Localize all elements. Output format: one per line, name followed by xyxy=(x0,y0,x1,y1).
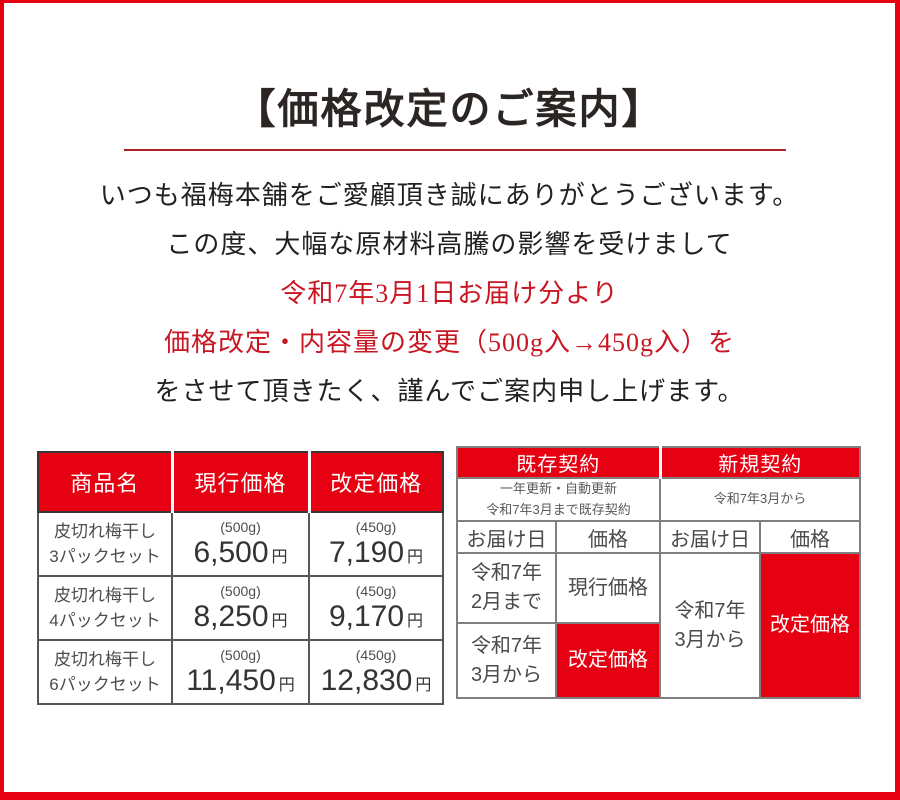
page-title: 【価格改定のご案内】 xyxy=(234,86,665,132)
revised-price-cell: (450g) 9,170 円 xyxy=(308,575,444,641)
existing-delivery-column-header: お届け日 xyxy=(456,520,557,554)
revised-amount: 9,170 xyxy=(328,599,405,633)
revised-weight: (450g) xyxy=(355,519,397,536)
existing-delivery-until-feb: 令和7年 2月まで xyxy=(456,552,557,624)
new-delivery-from-march: 令和7年 3月から xyxy=(659,552,761,699)
revised-weight: (450g) xyxy=(355,647,397,664)
existing-revised-price-cell: 改定価格 xyxy=(555,622,661,699)
product-name-cell: 皮切れ梅干し 6パックセット xyxy=(37,639,173,705)
new-contract-subheader: 令和7年3月から xyxy=(659,477,861,522)
revised-amount: 12,830 xyxy=(320,663,413,697)
existing-contract-subheader: 一年更新・自動更新 令和7年3月まで既存契約 xyxy=(456,477,661,522)
table-row: 皮切れ梅干し 4パックセット (500g) 8,250 円 (450g) 9,17… xyxy=(37,575,444,641)
product-name-cell: 皮切れ梅干し 4パックセット xyxy=(37,575,173,641)
new-revised-price-cell: 改定価格 xyxy=(759,552,861,699)
revision-detail-line: 価格改定・内容量の変更（500g入→450g入）を xyxy=(163,328,735,357)
current-amount: 11,450 xyxy=(186,663,276,697)
table-row: 皮切れ梅干し 3パックセット (500g) 6,500 円 (450g) 7,19… xyxy=(37,511,444,577)
new-delivery-column-header: お届け日 xyxy=(659,520,761,554)
yen-unit: 円 xyxy=(271,548,288,566)
current-weight: (500g) xyxy=(220,519,261,536)
header-revised-price: 改定価格 xyxy=(307,451,444,513)
yen-unit: 円 xyxy=(278,676,295,694)
current-weight: (500g) xyxy=(220,647,261,664)
price-table-header-row: 商品名 現行価格 改定価格 xyxy=(37,451,444,513)
current-amount: 6,500 xyxy=(193,535,269,569)
new-contract-header: 新規契約 xyxy=(658,446,861,479)
contract-header-row: 既存契約 新規契約 xyxy=(456,446,861,479)
closing-line: をさせて頂きたく、謹んでご案内申し上げます。 xyxy=(154,377,745,406)
contract-schedule-table: 既存契約 新規契約 一年更新・自動更新 令和7年3月まで既存契約 令和7年3月か… xyxy=(456,446,861,699)
greeting-line: いつも福梅本舗をご愛顧頂き誠にありがとうございます。 xyxy=(99,181,800,210)
contract-subheader-row: 一年更新・自動更新 令和7年3月まで既存契約 令和7年3月から xyxy=(456,477,861,522)
revised-price-cell: (450g) 12,830 円 xyxy=(308,639,444,705)
title-underline xyxy=(124,149,786,151)
product-name-cell: 皮切れ梅干し 3パックセット xyxy=(37,511,173,577)
existing-current-price-cell: 現行価格 xyxy=(555,552,661,624)
revised-amount: 7,190 xyxy=(328,535,405,569)
table-row: 令和7年 2月まで 現行価格 令和7年 3月から 改定価格 xyxy=(456,552,861,699)
revised-price-cell: (450g) 7,190 円 xyxy=(308,511,444,577)
current-price-cell: (500g) 8,250 円 xyxy=(171,575,310,641)
product-price-table: 商品名 現行価格 改定価格 皮切れ梅干し 3パックセット (500g) 6,50… xyxy=(37,451,444,705)
yen-unit: 円 xyxy=(415,676,432,694)
new-price-column-header: 価格 xyxy=(759,520,861,554)
header-product-name: 商品名 xyxy=(37,451,173,513)
effective-date-line: 令和7年3月1日お届け分より xyxy=(280,279,619,308)
yen-unit: 円 xyxy=(271,612,288,630)
current-weight: (500g) xyxy=(220,583,261,600)
existing-delivery-from-march: 令和7年 3月から xyxy=(456,622,557,699)
yen-unit: 円 xyxy=(407,548,424,566)
announcement-text: いつも福梅本舗をご愛顧頂き誠にありがとうございます。 この度、大幅な原材料高騰の… xyxy=(4,171,895,416)
existing-contract-header: 既存契約 xyxy=(456,446,661,479)
yen-unit: 円 xyxy=(407,612,424,630)
current-amount: 8,250 xyxy=(193,599,269,633)
table-row: 皮切れ梅干し 6パックセット (500g) 11,450 円 (450g) 12,… xyxy=(37,639,444,705)
reason-line: この度、大幅な原材料高騰の影響を受けまして xyxy=(166,230,733,259)
current-price-cell: (500g) 6,500 円 xyxy=(171,511,310,577)
header-current-price: 現行価格 xyxy=(170,451,310,513)
table-row: 令和7年 3月から 改定価格 xyxy=(456,622,860,699)
revised-weight: (450g) xyxy=(355,583,397,600)
existing-price-column-header: 価格 xyxy=(555,520,661,554)
contract-column-header-row: お届け日 価格 お届け日 価格 xyxy=(456,520,861,554)
current-price-cell: (500g) 11,450 円 xyxy=(171,639,310,705)
